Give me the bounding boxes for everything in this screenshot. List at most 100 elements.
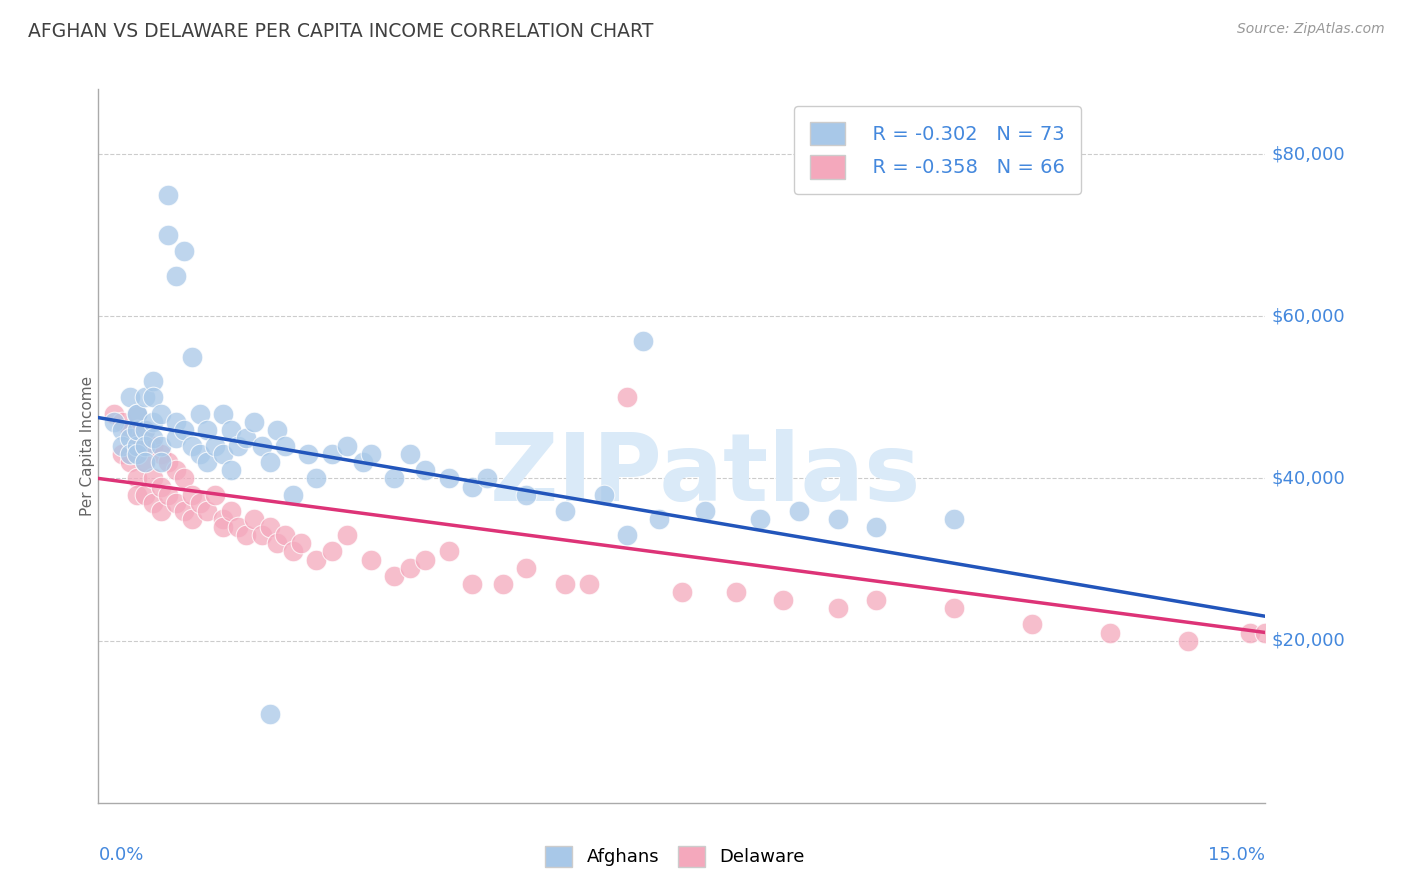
Point	[180, 512, 202, 526]
Text: 0.0%: 0.0%	[98, 846, 143, 863]
Text: $60,000: $60,000	[1271, 307, 1346, 326]
Point	[554, 504, 576, 518]
Point	[180, 488, 202, 502]
Point	[165, 415, 187, 429]
Point	[616, 528, 638, 542]
Text: $40,000: $40,000	[1271, 469, 1346, 487]
Point	[149, 504, 172, 518]
Point	[695, 504, 717, 518]
Point	[336, 528, 359, 542]
Point	[134, 439, 156, 453]
Point	[578, 577, 600, 591]
Point	[165, 463, 187, 477]
Text: AFGHAN VS DELAWARE PER CAPITA INCOME CORRELATION CHART: AFGHAN VS DELAWARE PER CAPITA INCOME COR…	[28, 22, 654, 41]
Legend:   R = -0.302   N = 73,   R = -0.358   N = 66: R = -0.302 N = 73, R = -0.358 N = 66	[794, 106, 1081, 194]
Point	[111, 415, 134, 429]
Point	[188, 496, 211, 510]
Point	[827, 512, 849, 526]
Point	[134, 455, 156, 469]
Point	[165, 431, 187, 445]
Point	[111, 439, 134, 453]
Point	[195, 504, 218, 518]
Point	[398, 560, 420, 574]
Point	[943, 601, 966, 615]
Point	[413, 463, 436, 477]
Point	[103, 407, 125, 421]
Point	[259, 520, 281, 534]
Point	[111, 447, 134, 461]
Point	[235, 431, 257, 445]
Point	[827, 601, 849, 615]
Point	[127, 439, 149, 453]
Point	[134, 390, 156, 404]
Point	[180, 350, 202, 364]
Point	[111, 423, 134, 437]
Point	[149, 479, 172, 493]
Point	[1254, 625, 1277, 640]
Point	[616, 390, 638, 404]
Point	[195, 455, 218, 469]
Point	[134, 455, 156, 469]
Point	[142, 439, 165, 453]
Point	[492, 577, 515, 591]
Point	[290, 536, 312, 550]
Point	[281, 544, 304, 558]
Point	[204, 439, 226, 453]
Point	[382, 471, 405, 485]
Text: 15.0%: 15.0%	[1208, 846, 1265, 863]
Point	[321, 544, 343, 558]
Point	[212, 512, 235, 526]
Point	[149, 407, 172, 421]
Point	[204, 488, 226, 502]
Point	[259, 455, 281, 469]
Point	[212, 407, 235, 421]
Point	[173, 471, 195, 485]
Point	[127, 488, 149, 502]
Point	[228, 439, 250, 453]
Point	[103, 415, 125, 429]
Point	[118, 455, 141, 469]
Point	[219, 423, 242, 437]
Point	[250, 439, 273, 453]
Point	[173, 504, 195, 518]
Point	[398, 447, 420, 461]
Point	[477, 471, 499, 485]
Point	[173, 423, 195, 437]
Point	[274, 528, 297, 542]
Point	[127, 407, 149, 421]
Point	[382, 568, 405, 582]
Point	[157, 455, 180, 469]
Point	[127, 471, 149, 485]
Point	[212, 447, 235, 461]
Legend: Afghans, Delaware: Afghans, Delaware	[538, 838, 811, 874]
Point	[157, 228, 180, 243]
Point	[352, 455, 374, 469]
Text: Source: ZipAtlas.com: Source: ZipAtlas.com	[1237, 22, 1385, 37]
Point	[127, 447, 149, 461]
Point	[149, 439, 172, 453]
Point	[259, 706, 281, 721]
Point	[461, 577, 484, 591]
Point	[142, 374, 165, 388]
Point	[1021, 617, 1043, 632]
Point	[647, 512, 669, 526]
Point	[748, 512, 770, 526]
Point	[772, 593, 794, 607]
Point	[593, 488, 616, 502]
Point	[297, 447, 319, 461]
Point	[127, 439, 149, 453]
Y-axis label: Per Capita Income: Per Capita Income	[80, 376, 94, 516]
Text: $80,000: $80,000	[1271, 145, 1346, 163]
Text: ZIPatlas: ZIPatlas	[489, 428, 921, 521]
Point	[865, 520, 887, 534]
Point	[157, 187, 180, 202]
Point	[149, 447, 172, 461]
Point	[360, 447, 382, 461]
Point	[250, 528, 273, 542]
Point	[865, 593, 887, 607]
Point	[188, 407, 211, 421]
Point	[142, 471, 165, 485]
Point	[118, 447, 141, 461]
Point	[437, 471, 460, 485]
Point	[134, 423, 156, 437]
